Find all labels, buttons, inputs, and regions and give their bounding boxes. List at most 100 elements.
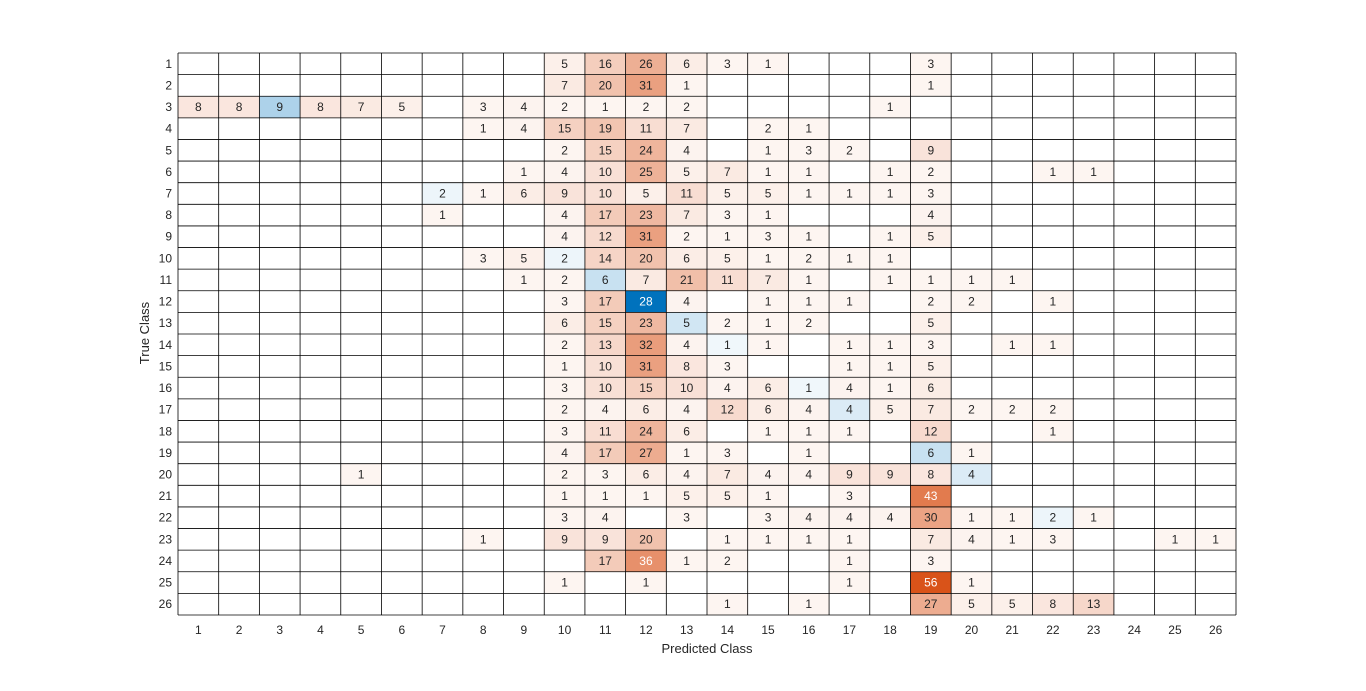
matrix-cell-r15-c14 — [707, 355, 748, 378]
cell-value-label: 1 — [765, 208, 772, 222]
matrix-cell-r16-c16 — [788, 377, 830, 399]
cell-value-label: 1 — [602, 489, 609, 503]
matrix-cell-r14-c11 — [584, 334, 626, 356]
matrix-cell-r1-c7 — [422, 53, 463, 75]
matrix-cell-r5-c21 — [991, 139, 1033, 162]
matrix-cell-r15-c22 — [1032, 355, 1074, 378]
matrix-cell-r9-c2 — [218, 225, 260, 248]
matrix-cell-r4-c13 — [666, 117, 707, 140]
matrix-cell-r26-c3 — [259, 593, 301, 615]
matrix-cell-r8-c4 — [300, 204, 341, 226]
matrix-cell-r16-c25 — [1154, 377, 1196, 399]
matrix-cell-r17-c5 — [340, 398, 382, 421]
matrix-cell-r2-c10 — [544, 74, 585, 97]
matrix-cell-r1-c23 — [1073, 53, 1114, 75]
y-tick-label: 13 — [159, 316, 173, 330]
matrix-cell-r6-c23 — [1073, 161, 1114, 183]
matrix-cell-r16-c14 — [707, 377, 748, 399]
matrix-cell-r24-c16 — [788, 550, 830, 572]
matrix-cell-r5-c13 — [666, 139, 707, 162]
matrix-cell-r5-c11 — [584, 139, 626, 162]
matrix-cell-r13-c7 — [422, 312, 463, 334]
y-tick-label: 19 — [159, 446, 173, 460]
matrix-cell-r7-c5 — [340, 182, 382, 205]
matrix-cell-r14-c5 — [340, 334, 382, 356]
matrix-cell-r10-c23 — [1073, 247, 1114, 270]
matrix-cell-r11-c17 — [829, 269, 870, 291]
matrix-cell-r11-c26 — [1195, 269, 1236, 291]
matrix-cell-r18-c24 — [1113, 420, 1155, 443]
matrix-cell-r6-c21 — [991, 161, 1033, 183]
matrix-cell-r13-c15 — [747, 312, 789, 334]
matrix-cell-r20-c22 — [1032, 463, 1074, 486]
matrix-cell-r16-c9 — [503, 377, 545, 399]
matrix-cell-r24-c20 — [951, 550, 992, 572]
matrix-cell-r12-c15 — [747, 290, 789, 313]
matrix-cell-r10-c2 — [218, 247, 260, 270]
matrix-cell-r25-c21 — [991, 571, 1033, 594]
matrix-cell-r21-c25 — [1154, 485, 1196, 507]
cell-value-label: 8 — [1050, 597, 1057, 611]
matrix-cell-r15-c23 — [1073, 355, 1114, 378]
matrix-cell-r3-c17 — [829, 96, 870, 118]
matrix-cell-r4-c26 — [1195, 117, 1236, 140]
y-tick-label: 22 — [159, 511, 173, 525]
matrix-cell-r15-c8 — [462, 355, 504, 378]
cell-value-label: 17 — [599, 295, 613, 309]
matrix-cell-r4-c25 — [1154, 117, 1196, 140]
matrix-cell-r5-c6 — [381, 139, 423, 162]
x-tick-label: 20 — [965, 623, 979, 637]
matrix-cell-r17-c21 — [991, 398, 1033, 421]
cell-value-label: 6 — [643, 403, 650, 417]
matrix-cell-r6-c2 — [218, 161, 260, 183]
matrix-cell-r12-c6 — [381, 290, 423, 313]
matrix-cell-r10-c5 — [340, 247, 382, 270]
matrix-cell-r2-c2 — [218, 74, 260, 97]
x-tick-label: 7 — [439, 623, 446, 637]
y-tick-label: 18 — [159, 424, 173, 438]
matrix-cell-r12-c16 — [788, 290, 830, 313]
matrix-cell-r19-c13 — [666, 442, 707, 464]
matrix-cell-r18-c14 — [707, 420, 748, 443]
matrix-cell-r23-c21 — [991, 528, 1033, 551]
matrix-cell-r15-c5 — [340, 355, 382, 378]
matrix-cell-r16-c22 — [1032, 377, 1074, 399]
cell-value-label: 21 — [680, 273, 694, 287]
matrix-cell-r22-c20 — [951, 506, 992, 529]
matrix-cell-r24-c14 — [707, 550, 748, 572]
matrix-cell-r4-c17 — [829, 117, 870, 140]
matrix-cell-r4-c19 — [910, 117, 952, 140]
matrix-cell-r17-c4 — [300, 398, 341, 421]
x-tick-label: 6 — [398, 623, 405, 637]
matrix-cell-r10-c21 — [991, 247, 1033, 270]
x-tick-label: 12 — [639, 623, 653, 637]
matrix-cell-r26-c14 — [707, 593, 748, 615]
y-tick-label: 10 — [159, 251, 173, 265]
matrix-cell-r1-c10 — [544, 53, 585, 75]
matrix-cell-r2-c7 — [422, 74, 463, 97]
cell-value-label: 15 — [599, 316, 613, 330]
cell-value-label: 20 — [639, 251, 653, 265]
matrix-cell-r6-c6 — [381, 161, 423, 183]
matrix-cell-r22-c4 — [300, 506, 341, 529]
matrix-cell-r11-c20 — [951, 269, 992, 291]
matrix-cell-r17-c6 — [381, 398, 423, 421]
cell-value-label: 1 — [521, 165, 528, 179]
matrix-cell-r15-c12 — [625, 355, 667, 378]
matrix-cell-r21-c8 — [462, 485, 504, 507]
matrix-cell-r5-c2 — [218, 139, 260, 162]
matrix-cell-r8-c11 — [584, 204, 626, 226]
matrix-cell-r12-c23 — [1073, 290, 1114, 313]
cell-value-label: 1 — [1009, 273, 1016, 287]
matrix-cell-r6-c15 — [747, 161, 789, 183]
cell-value-label: 14 — [599, 251, 613, 265]
matrix-cell-r25-c9 — [503, 571, 545, 594]
matrix-cell-r22-c1 — [178, 506, 219, 529]
cell-value-label: 6 — [765, 381, 772, 395]
matrix-cell-r22-c17 — [829, 506, 870, 529]
cell-value-label: 10 — [599, 187, 613, 201]
matrix-cell-r7-c16 — [788, 182, 830, 205]
matrix-cell-r22-c21 — [991, 506, 1033, 529]
matrix-cell-r22-c23 — [1073, 506, 1114, 529]
matrix-cell-r10-c10 — [544, 247, 585, 270]
